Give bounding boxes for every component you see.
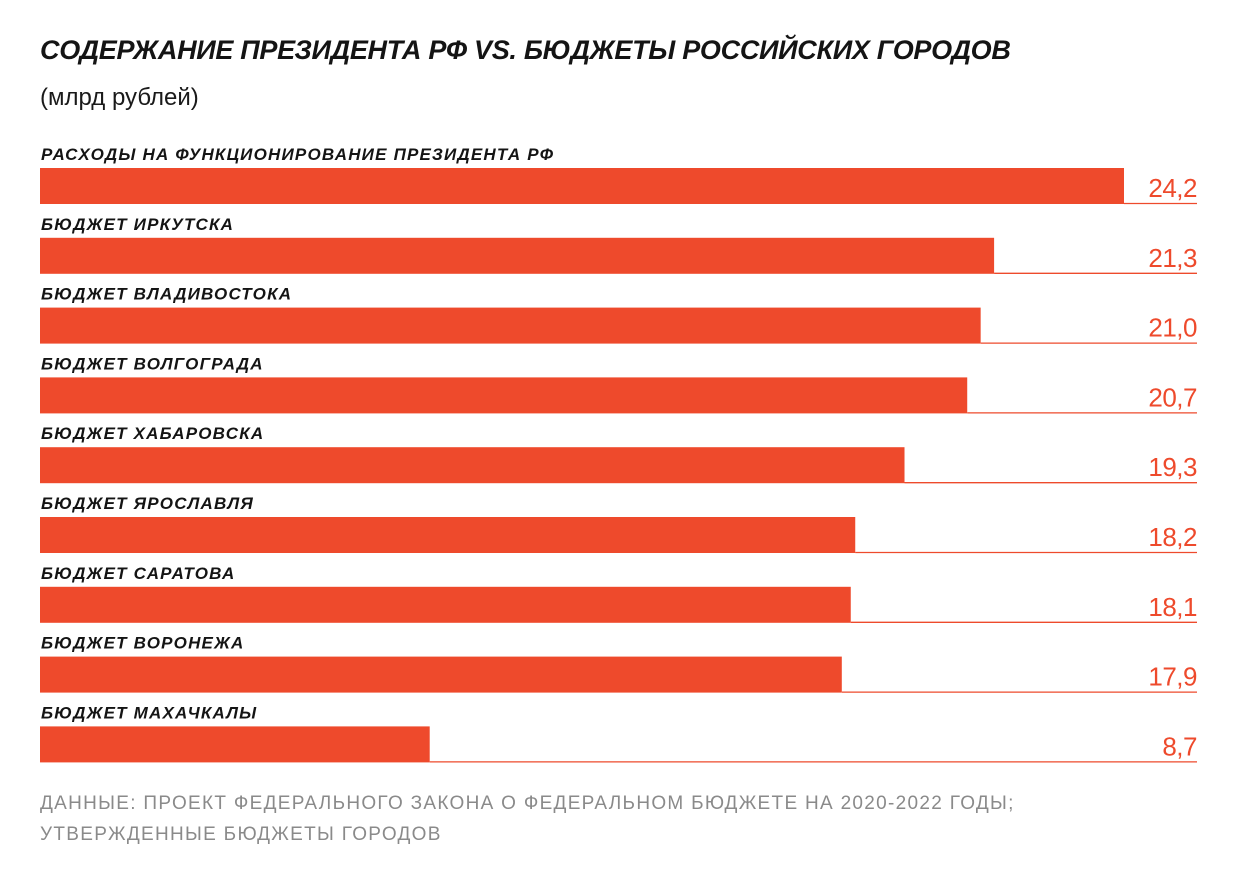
category-label: БЮДЖЕТ ВОРОНЕЖА: [41, 634, 245, 653]
category-label: БЮДЖЕТ МАХАЧКАЛЫ: [41, 703, 257, 722]
value-label: 17,9: [1148, 662, 1197, 692]
value-label: 24,2: [1148, 173, 1197, 203]
value-label: 20,7: [1148, 382, 1197, 412]
value-label: 21,3: [1148, 243, 1197, 273]
bar-row: БЮДЖЕТ ЯРОСЛАВЛЯ 18,2: [40, 494, 1198, 554]
source-line-2: УТВЕРЖДЕННЫЕ БЮДЖЕТЫ ГОРОДОВ: [40, 824, 442, 845]
category-label: БЮДЖЕТ ЯРОСЛАВЛЯ: [41, 494, 254, 513]
value-label: 18,1: [1148, 592, 1197, 622]
category-label: БЮДЖЕТ САРАТОВА: [41, 564, 235, 583]
category-label: БЮДЖЕТ ВОЛГОГРАДА: [41, 354, 264, 373]
bar-row: БЮДЖЕТ ВОЛГОГРАДА 20,7: [40, 354, 1198, 414]
bar-row: БЮДЖЕТ ВЛАДИВОСТОКА 21,0: [40, 285, 1198, 344]
bar: [40, 447, 905, 484]
bar: [40, 237, 995, 274]
bar: [40, 168, 1124, 204]
bar-row: БЮДЖЕТ ИРКУТСКА 21,3: [40, 215, 1198, 274]
category-label: БЮДЖЕТ ИРКУТСКА: [41, 215, 234, 234]
bar-row: РАСХОДЫ НА ФУНКЦИОНИРОВАНИЕ ПРЕЗИДЕНТА Р…: [40, 145, 1198, 205]
value-label: 8,7: [1162, 731, 1197, 761]
bar-row: БЮДЖЕТ ВОРОНЕЖА 17,9: [40, 634, 1198, 693]
source-note: ДАННЫЕ: ПРОЕКТ ФЕДЕРАЛЬНОГО ЗАКОНА О ФЕД…: [40, 788, 1015, 850]
category-label: РАСХОДЫ НА ФУНКЦИОНИРОВАНИЕ ПРЕЗИДЕНТА Р…: [41, 145, 554, 164]
bar: [40, 726, 430, 763]
category-label: БЮДЖЕТ ХАБАРОВСКА: [41, 424, 264, 443]
chart-subtitle: (млрд рублей): [40, 84, 199, 111]
bar: [40, 377, 968, 414]
chart-title: СОДЕРЖАНИЕ ПРЕЗИДЕНТА РФ VS. БЮДЖЕТЫ РОС…: [40, 35, 1011, 65]
value-label: 19,3: [1148, 452, 1197, 482]
bar-row: БЮДЖЕТ МАХАЧКАЛЫ 8,7: [40, 703, 1198, 763]
category-label: БЮДЖЕТ ВЛАДИВОСТОКА: [41, 285, 292, 304]
value-label: 21,0: [1148, 313, 1197, 343]
bar: [40, 586, 851, 623]
value-label: 18,2: [1148, 522, 1197, 552]
bar: [40, 517, 856, 553]
bar: [40, 307, 981, 344]
bar-row: БЮДЖЕТ ХАБАРОВСКА 19,3: [40, 424, 1198, 484]
source-line-1: ДАННЫЕ: ПРОЕКТ ФЕДЕРАЛЬНОГО ЗАКОНА О ФЕД…: [40, 793, 1015, 814]
bar-row: БЮДЖЕТ САРАТОВА 18,1: [40, 564, 1198, 623]
bar: [40, 656, 842, 693]
